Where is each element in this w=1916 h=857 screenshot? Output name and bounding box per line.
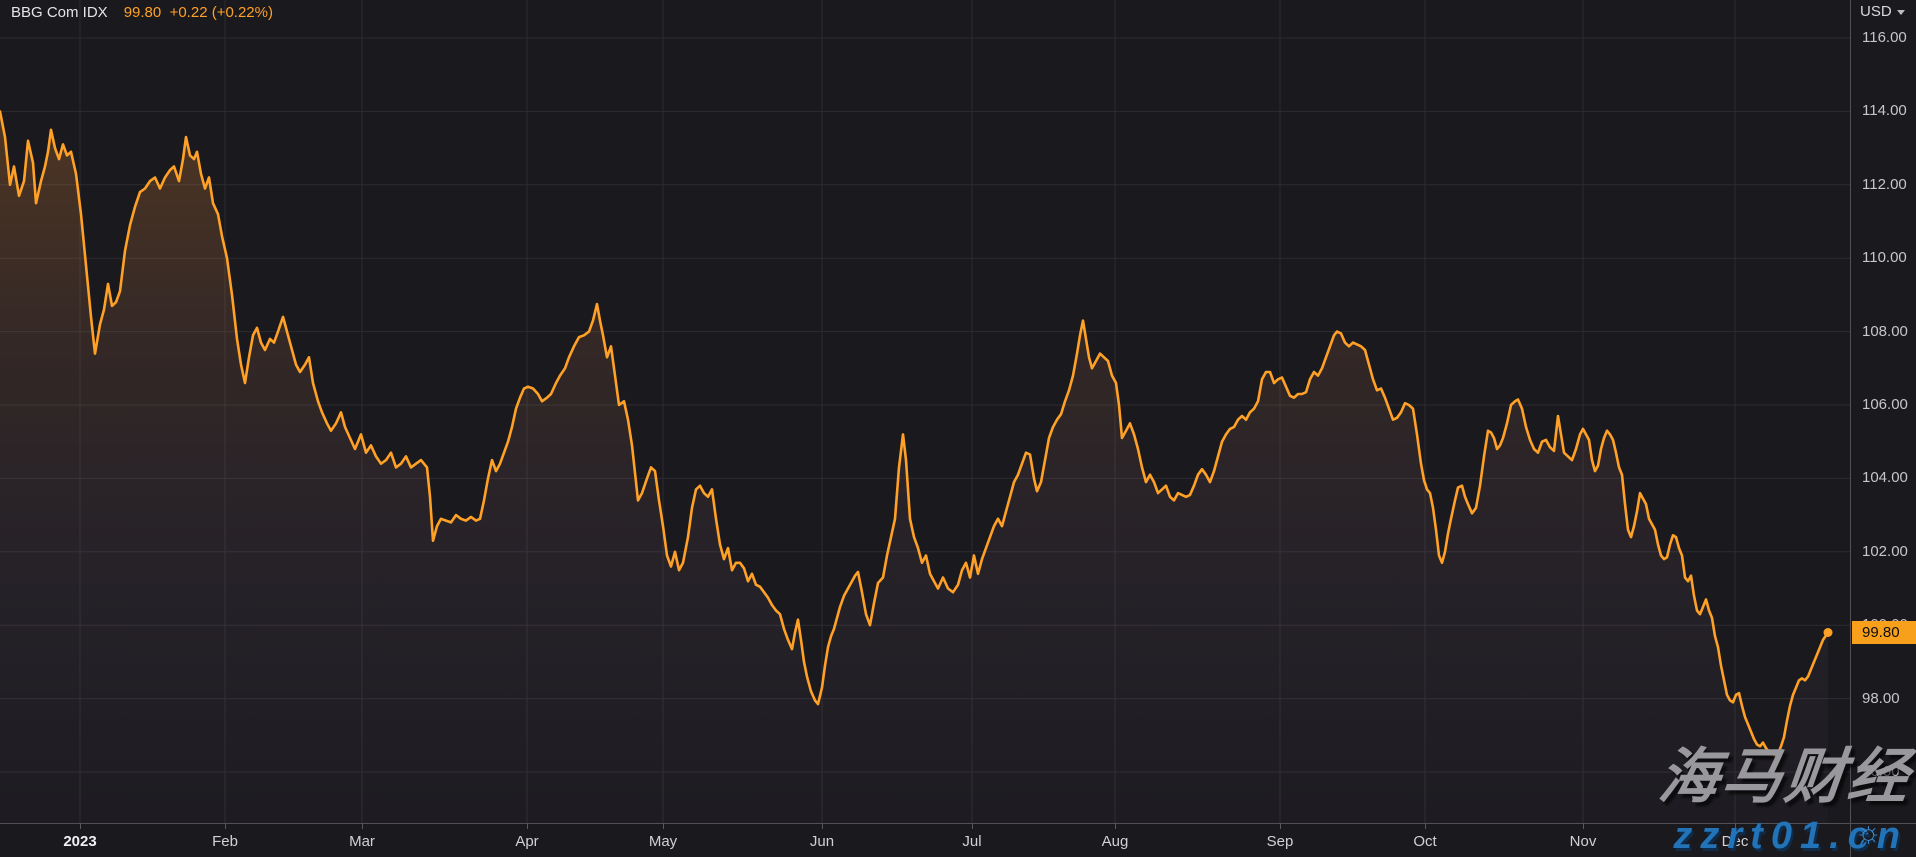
x-axis-tick xyxy=(663,824,664,829)
x-axis-tick xyxy=(1280,824,1281,829)
x-axis-label: Aug xyxy=(1101,833,1129,850)
header: BBG Com IDX 99.80 +0.22 (+0.22%) xyxy=(11,4,273,21)
x-axis-tick xyxy=(1735,824,1736,829)
x-axis-tick xyxy=(1115,824,1116,829)
x-axis-label: 2023 xyxy=(63,833,97,850)
y-axis-label: 104.00 xyxy=(1862,469,1908,486)
x-axis: 2023 Feb Mar Apr May Jun Jul Aug Sep Oct Nov Dec xyxy=(0,823,1916,857)
chevron-down-icon xyxy=(1896,10,1905,15)
last-point-dot xyxy=(1823,628,1833,637)
y-axis-label: 116.00 xyxy=(1862,29,1907,46)
gear-icon: ☼ xyxy=(1854,816,1883,849)
x-axis-tick xyxy=(1583,824,1584,829)
x-axis-label: Sep xyxy=(1266,833,1294,850)
y-axis-panel: USD 116.00 114.00 112.00 110.00 108.00 106.00… xyxy=(1850,0,1916,857)
x-axis-label: Apr xyxy=(515,833,539,850)
x-axis-label: Dec xyxy=(1721,833,1749,850)
y-axis-label: 108.00 xyxy=(1862,323,1908,340)
y-axis-label: 98.00 xyxy=(1862,690,1900,707)
x-axis-tick xyxy=(80,824,81,829)
last-price-quote: 99.80 +0.22 (+0.22%) xyxy=(124,4,273,21)
y-axis-label: 106.00 xyxy=(1862,396,1908,413)
x-axis-label: Mar xyxy=(349,833,375,850)
x-axis-tick xyxy=(972,824,973,829)
x-axis-tick xyxy=(527,824,528,829)
x-axis-tick xyxy=(1425,824,1426,829)
watermark-cjk: 海马财经 xyxy=(1655,743,1915,810)
y-axis-label: 112.00 xyxy=(1862,176,1907,193)
price-chart[interactable] xyxy=(0,0,1850,823)
y-axis-label: 110.00 xyxy=(1862,249,1907,266)
watermark-url: zzrt01.cn xyxy=(1673,815,1908,857)
symbol-title: BBG Com IDX xyxy=(11,4,108,21)
price-line xyxy=(0,110,1830,757)
price-area xyxy=(0,111,1828,823)
y-axis-label: 102.00 xyxy=(1862,543,1908,560)
currency-label: USD xyxy=(1860,3,1892,20)
x-axis-tick xyxy=(362,824,363,829)
x-axis-tick xyxy=(822,824,823,829)
currency-dropdown[interactable]: USD xyxy=(1860,3,1905,20)
last-price-badge: 99.80 xyxy=(1852,621,1916,644)
y-axis-label: 114.00 xyxy=(1862,102,1907,119)
x-axis-label: Feb xyxy=(212,833,238,850)
x-axis-tick xyxy=(225,824,226,829)
last-price: 99.80 xyxy=(123,4,162,21)
x-axis-label: Nov xyxy=(1569,833,1597,850)
price-change: +0.22 (+0.22%) xyxy=(169,4,273,21)
x-axis-label: Oct xyxy=(1413,833,1437,850)
x-axis-label: Jun xyxy=(809,833,835,850)
x-axis-label: May xyxy=(648,833,678,850)
x-axis-label: Jul xyxy=(962,833,982,850)
y-axis-label: 96.00 xyxy=(1862,763,1900,780)
